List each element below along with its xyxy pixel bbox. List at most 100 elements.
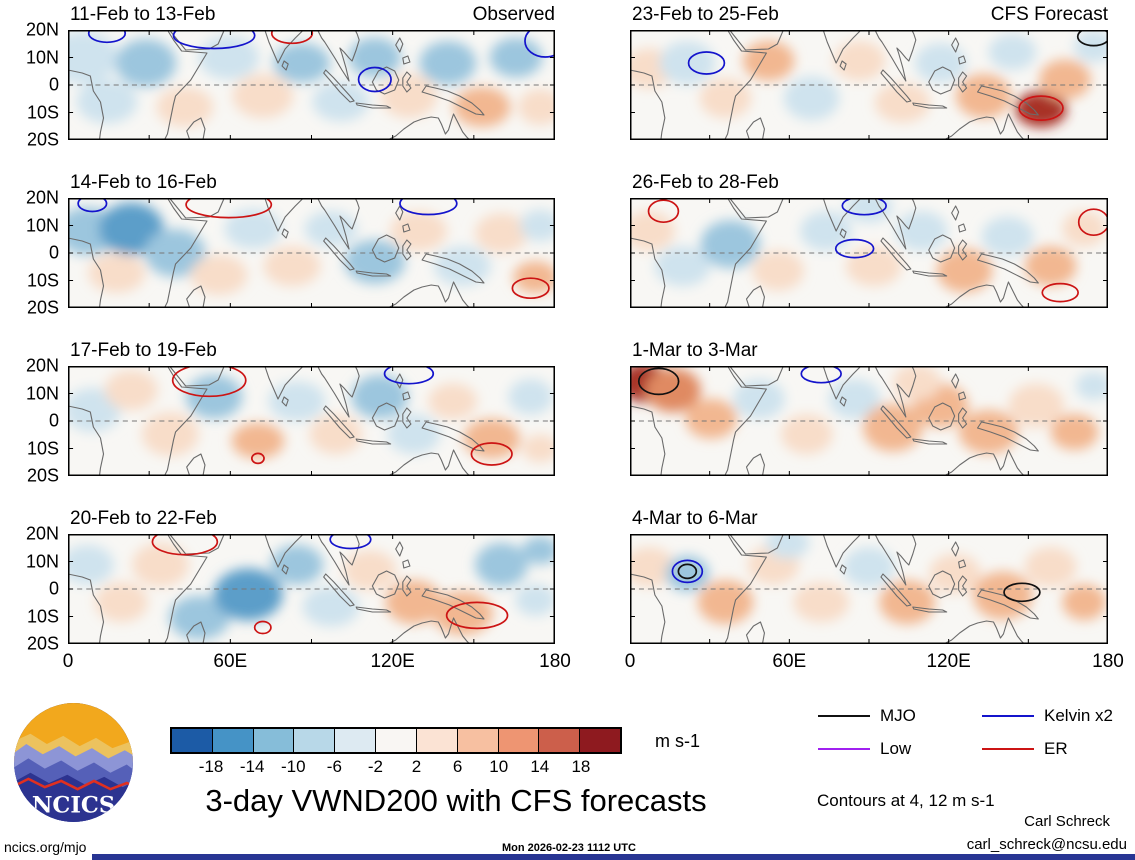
y-axis-label: 20N [25,187,59,208]
legend-label: Kelvin x2 [1044,706,1113,725]
map-plot [68,198,555,308]
colorbar-tick-label: 10 [489,757,509,776]
wave-contour [151,534,219,556]
map-frame [68,366,555,476]
wave-contour [87,30,127,44]
wave-contour [1076,30,1108,47]
colorbar-tick-label: -14 [239,757,265,776]
map-plot [68,366,555,476]
wave-contour [687,51,726,75]
figure-title: 3-day VWND200 with CFS forecasts [205,783,707,818]
wave-contour [329,534,372,550]
y-axis-label: 0 [48,242,59,263]
axis-ticks [630,366,1108,476]
wave-contour [524,30,555,58]
x-axis-label: 120E [926,651,971,672]
panel-date-range: 20-Feb to 22-Feb [70,508,217,529]
wave-contour [399,198,458,216]
map-panel: 14-Feb to 16-Feb 20N 10N 0 10S 20S [26,172,555,318]
wave-contour [171,366,247,398]
credit-email: carl_schreck@ncsu.edu [966,836,1127,853]
colorbar-segment [415,729,457,752]
wave-contour [445,601,509,630]
wave-contour [383,366,435,385]
wave-contour [1041,282,1079,303]
map-panel: 23-Feb to 25-Feb CFS Forecast [630,4,1108,140]
wave-contour [834,238,875,259]
y-axis-label: 0 [48,410,59,431]
colorbar-segment [456,729,498,752]
y-axis-label: 20N [25,523,59,544]
y-axis-label: 10S [26,606,59,626]
x-axis-label: 180 [1092,651,1124,672]
colorbar-tick-label: -18 [198,757,224,776]
panel-date-range: 1-Mar to 3-Mar [632,340,758,361]
map-frame [630,198,1108,308]
map-panel: 11-Feb to 13-Feb Observed 20N 10N 0 10S 20S [26,4,555,150]
y-axis-label: 20N [25,355,59,376]
footer-bar [92,854,1135,860]
footer-timestamp: Mon 2026-02-23 1112 UTC [502,842,636,854]
legend-line [982,747,1034,751]
colorbar-segment [497,729,539,752]
wave-contour [185,198,273,219]
ncics-logo: NCICS [14,703,133,822]
panel-column-tag: Observed [472,4,555,25]
axis-ticks [630,198,1108,308]
panel-date-range: 26-Feb to 28-Feb [632,172,779,193]
colorbar-tick-labels: -18 -14 -10 -6 -2 2 6 10 14 18 [170,757,622,779]
colorbar-tick-label: -10 [280,757,306,776]
wave-contour [172,30,256,50]
legend-item: Low [818,739,982,759]
y-axis-label: 10S [26,270,59,290]
map-frame [630,534,1108,644]
panel-date-range: 23-Feb to 25-Feb [632,4,779,25]
wave-contour [357,66,392,93]
legend-label: Low [880,739,912,758]
panel-column-tag: CFS Forecast [990,4,1108,25]
colorbar-tick-label: 2 [411,757,422,776]
y-axis-label: 20S [26,297,59,318]
axis-ticks [68,198,555,308]
y-axis-label: 10S [26,102,59,122]
wave-contour [647,199,680,224]
colorbar-segment [172,729,212,752]
x-axis-label: 120E [370,651,415,672]
y-axis-label: 0 [48,578,59,599]
y-axis-label: 20S [26,129,59,150]
colorbar-segment [252,729,294,752]
axis-ticks [68,534,555,644]
wave-contour [250,452,265,465]
map-frame [68,30,555,140]
y-axis-label: 20S [26,465,59,486]
footer-url: ncics.org/mjo [4,839,87,855]
map-plot [68,534,555,644]
y-axis-label: 10N [25,215,59,235]
colorbar-tick-label: 6 [452,757,463,776]
colorbar-segment [538,729,580,752]
legend-label: ER [1044,739,1068,758]
map-plot [68,30,555,140]
wave-contour [270,30,314,45]
map-plot [630,198,1108,308]
x-axis-label: 0 [62,651,74,672]
x-axis-label: 60E [213,651,248,672]
map-frame [68,198,555,308]
colorbar-tick-label: 14 [530,757,550,776]
map-panel: 17-Feb to 19-Feb 20N 10N 0 10S 20S [26,340,555,486]
axis-ticks [68,30,555,140]
panel-date-range: 14-Feb to 16-Feb [70,172,217,193]
colorbar-segment [334,729,376,752]
wave-contour [677,563,698,580]
x-axis-label: 180 [539,651,571,672]
y-axis-label: 0 [48,74,59,95]
colorbar-segment [211,729,253,752]
colorbar [170,727,622,754]
colorbar-tick-label: 18 [571,757,591,776]
legend-item: ER [982,739,1113,759]
wave-contour [800,366,842,384]
wave-legend: MJO Kelvin x2 Low ER [818,706,1113,759]
legend-line [818,747,870,751]
